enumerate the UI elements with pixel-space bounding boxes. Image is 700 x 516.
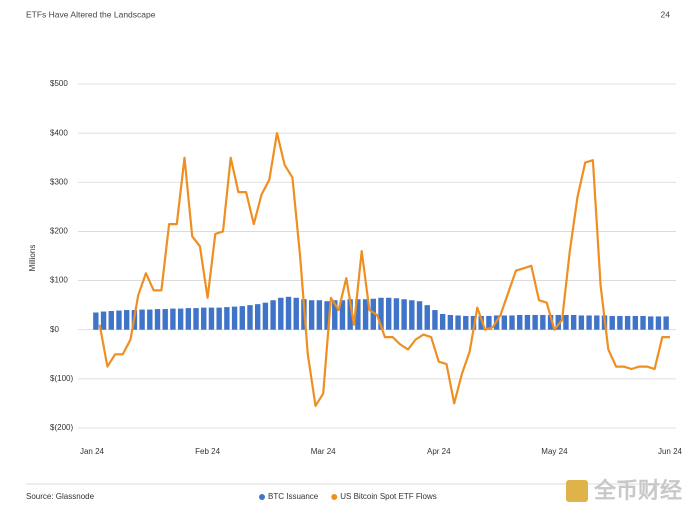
bar <box>162 309 168 330</box>
bar <box>540 314 546 330</box>
bar <box>624 315 631 330</box>
bar <box>470 315 477 330</box>
watermark-logo <box>566 480 588 502</box>
bar <box>177 308 184 330</box>
bar <box>216 307 222 330</box>
y-tick-label: $(200) <box>50 423 73 432</box>
x-tick-label: Mar 24 <box>311 447 336 456</box>
bar <box>663 316 669 330</box>
legend-label: BTC Issuance <box>268 492 319 501</box>
bar <box>285 296 292 330</box>
bar <box>293 297 299 330</box>
bar <box>332 300 338 330</box>
source: Source: Glassnode <box>26 492 95 501</box>
bar <box>247 305 253 330</box>
y-tick-label: $500 <box>50 79 68 88</box>
bar <box>632 315 639 330</box>
bar <box>386 297 392 330</box>
bar <box>254 304 261 330</box>
bar <box>409 300 415 330</box>
legend-marker <box>259 494 265 500</box>
legend-label: US Bitcoin Spot ETF Flows <box>340 492 436 501</box>
bar <box>139 309 145 330</box>
x-tick-label: Jun 24 <box>658 447 683 456</box>
bar <box>617 315 623 330</box>
bar <box>339 300 346 330</box>
bar <box>185 308 192 330</box>
y-tick-label: $100 <box>50 276 68 285</box>
bar <box>108 311 114 330</box>
bar <box>463 315 469 330</box>
bar <box>147 309 153 330</box>
bar <box>570 314 577 330</box>
bar <box>308 300 315 330</box>
bar <box>501 315 508 330</box>
slide-title: ETFs Have Altered the Landscape <box>26 9 156 19</box>
page-number: 24 <box>661 9 671 19</box>
x-tick-label: Apr 24 <box>427 447 451 456</box>
bar <box>655 316 662 330</box>
bar <box>123 310 130 330</box>
bar <box>648 316 654 330</box>
bar <box>586 315 592 330</box>
bar <box>93 312 99 330</box>
bar <box>154 309 161 330</box>
bar <box>401 299 407 330</box>
bar <box>262 302 269 330</box>
bar <box>439 313 446 330</box>
bar <box>547 314 554 330</box>
x-tick-label: Jan 24 <box>80 447 105 456</box>
legend-marker <box>331 494 338 500</box>
bar <box>640 315 646 330</box>
bar <box>555 314 561 330</box>
bar <box>278 297 284 330</box>
bar <box>524 314 531 330</box>
bar <box>447 314 454 330</box>
line <box>98 132 670 407</box>
bar <box>100 311 107 330</box>
y-axis-label: Millions <box>28 245 37 272</box>
bar <box>170 308 176 330</box>
y-tick-label: $200 <box>50 227 68 236</box>
y-tick-label: $0 <box>50 325 59 334</box>
y-tick-label: $(100) <box>50 374 73 383</box>
y-tick-label: $400 <box>50 128 68 137</box>
bar <box>270 300 276 330</box>
bar <box>416 301 423 330</box>
bar <box>393 298 400 330</box>
bar <box>116 310 122 330</box>
bar <box>239 306 245 330</box>
bar <box>324 301 330 330</box>
bar <box>509 315 515 330</box>
bar <box>201 307 207 330</box>
bar <box>208 307 215 330</box>
bar <box>355 299 361 330</box>
bar <box>424 305 430 330</box>
bar <box>432 310 438 330</box>
y-tick-label: $300 <box>50 177 68 186</box>
watermark: 全币财经 <box>593 478 682 503</box>
x-tick-label: May 24 <box>541 447 568 456</box>
bar <box>478 315 484 330</box>
x-tick-label: Feb 24 <box>195 447 220 456</box>
bar <box>347 299 353 330</box>
bar <box>231 306 238 330</box>
bar <box>362 299 369 330</box>
bar <box>486 315 492 330</box>
bar <box>193 308 199 330</box>
bar <box>455 315 461 330</box>
bar <box>224 307 230 330</box>
bar <box>316 300 323 330</box>
bar <box>532 314 538 330</box>
bar <box>609 315 615 330</box>
bar <box>578 315 585 330</box>
bar <box>517 314 523 330</box>
bar <box>378 297 384 330</box>
bar <box>594 315 600 330</box>
bar <box>563 314 569 330</box>
bar <box>370 298 376 330</box>
